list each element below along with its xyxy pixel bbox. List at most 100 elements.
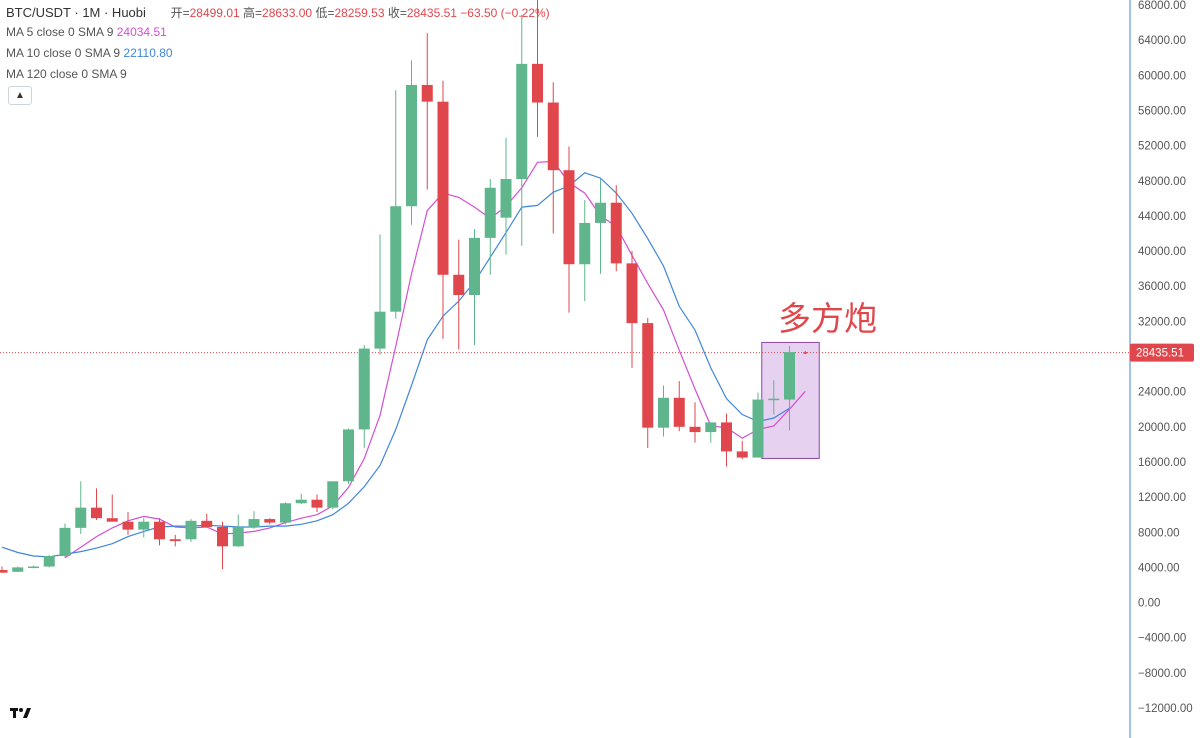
candle — [516, 14, 528, 246]
candle-body — [311, 499, 323, 508]
ma120-legend[interactable]: MA 120 close 0 SMA 9 — [6, 67, 127, 81]
ma10-line — [1, 172, 790, 558]
y-tick-label: 20000.00 — [1138, 422, 1186, 434]
candle — [453, 239, 465, 350]
ma5-label: MA 5 close 0 SMA 9 — [6, 25, 114, 39]
candle — [75, 481, 87, 535]
candle — [201, 513, 213, 527]
candle-body — [295, 499, 307, 504]
candle-body — [75, 507, 87, 528]
candle — [547, 82, 559, 234]
moving-average-layer — [1, 160, 806, 559]
chevron-up-icon[interactable]: ▲ — [8, 86, 32, 105]
y-tick-label: −4000.00 — [1138, 633, 1186, 645]
candle — [579, 200, 591, 302]
candle — [532, 0, 543, 137]
low-value: 28259.53 — [334, 6, 385, 20]
candle — [295, 493, 307, 505]
tradingview-logo-icon[interactable] — [10, 706, 32, 722]
candle-body — [803, 352, 808, 354]
ma5-legend[interactable]: MA 5 close 0 SMA 9 24034.51 — [6, 25, 167, 39]
candle-body — [327, 481, 339, 508]
open-value: 28499.01 — [189, 6, 240, 20]
candle — [469, 229, 480, 346]
candle — [689, 402, 701, 443]
candle — [43, 555, 55, 568]
candle-body — [500, 178, 512, 218]
candle-body — [516, 63, 528, 179]
candle — [122, 512, 134, 535]
open-label: 开= — [170, 6, 190, 20]
candle-body — [579, 222, 591, 265]
ma10-value: 22110.80 — [123, 46, 173, 60]
candle — [658, 385, 669, 437]
candle — [154, 518, 165, 546]
y-tick-label: −8000.00 — [1138, 668, 1186, 680]
candle-body — [154, 521, 165, 540]
candle — [437, 80, 449, 339]
candle — [803, 350, 808, 355]
candle — [358, 345, 370, 448]
candle-body — [469, 237, 480, 295]
candle — [343, 428, 354, 484]
y-tick-label: 44000.00 — [1138, 211, 1186, 223]
candle — [736, 440, 748, 460]
candle — [406, 60, 417, 225]
y-tick-label: 4000.00 — [1138, 562, 1180, 574]
candle-body — [91, 507, 102, 519]
candle — [595, 178, 606, 274]
ma10-legend[interactable]: MA 10 close 0 SMA 9 22110.80 — [6, 46, 173, 60]
candle-body — [0, 570, 8, 573]
ma120-label: MA 120 close 0 SMA 9 — [6, 67, 127, 81]
symbol-title[interactable]: BTC/USDT · 1M · Huobi — [6, 5, 146, 20]
candle-body — [595, 202, 606, 223]
ma5-value: 24034.51 — [116, 25, 167, 39]
high-value: 28633.00 — [262, 6, 313, 20]
candle-body — [673, 397, 685, 427]
candle-body — [721, 422, 732, 452]
candle-body — [626, 263, 638, 324]
candle — [484, 178, 496, 275]
candle — [91, 488, 102, 520]
candle-body — [280, 503, 291, 523]
candle-body — [358, 348, 370, 430]
candle — [311, 494, 323, 513]
candle-body — [752, 399, 764, 458]
y-tick-label: 60000.00 — [1138, 70, 1186, 82]
candle-body — [169, 539, 181, 542]
candle — [768, 380, 780, 415]
y-tick-label: 0.00 — [1138, 598, 1160, 610]
annotation-text: 多方炮 — [778, 299, 877, 338]
candle-body — [658, 397, 669, 428]
candle — [421, 33, 433, 190]
y-tick-label: 24000.00 — [1138, 387, 1186, 399]
ohlc-header: BTC/USDT · 1M · Huobi 开=28499.01 高=28633… — [6, 4, 550, 21]
y-tick-label: 48000.00 — [1138, 176, 1186, 188]
change-value: −63.50 (−0.22%) — [460, 6, 550, 20]
candle — [280, 502, 291, 525]
candle-body — [343, 429, 354, 482]
y-tick-label: 68000.00 — [1138, 0, 1186, 12]
candle-body — [138, 521, 150, 530]
y-tick-label: 16000.00 — [1138, 457, 1186, 469]
candle — [563, 146, 575, 313]
candles-layer — [0, 0, 808, 573]
candle-body — [642, 323, 654, 428]
candle-body — [784, 352, 795, 400]
candle — [626, 251, 638, 368]
candle — [169, 534, 181, 547]
candle-body — [106, 518, 118, 522]
y-tick-label: 8000.00 — [1138, 527, 1180, 539]
candle-body — [185, 520, 197, 540]
candle-body — [705, 422, 717, 433]
y-tick-label: 64000.00 — [1138, 35, 1186, 47]
y-tick-label: 52000.00 — [1138, 141, 1186, 153]
candle-body — [217, 526, 228, 547]
candle-body — [736, 451, 748, 458]
candle-body — [406, 84, 417, 207]
candle-body — [43, 555, 55, 567]
candle — [217, 521, 228, 570]
candle — [390, 90, 402, 319]
